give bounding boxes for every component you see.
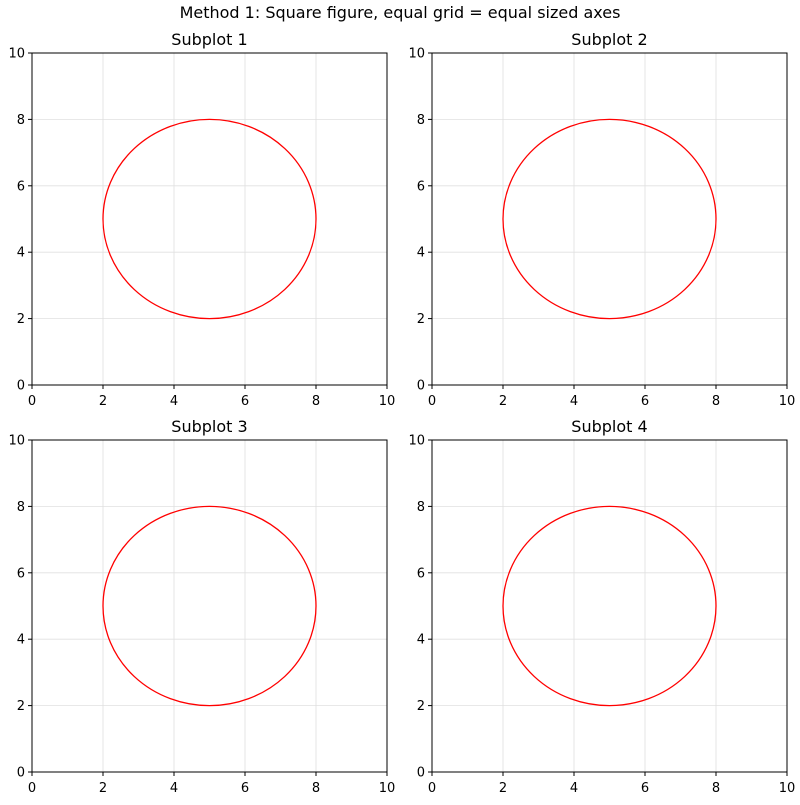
subplot-2-y-tick-label: 4 [417, 246, 425, 261]
subplot-1-y-tick-label: 10 [8, 47, 25, 62]
subplot-1-x-tick-label: 6 [241, 394, 249, 409]
subplot-3-y-tick-label: 4 [17, 633, 25, 648]
subplot-1-y-tick-label: 4 [17, 246, 25, 261]
subplot-3-axes-frame [31, 439, 388, 773]
subplot-3-y-tick-label: 0 [17, 766, 25, 781]
subplot-2-y-tick-label: 10 [408, 47, 425, 62]
subplot-1-x-tick-label: 2 [99, 394, 107, 409]
subplot-2-x-tick-label: 2 [499, 394, 507, 409]
subplot-4: 0 2 4 6 8 10 0 2 4 6 8 10 Subplot 4 [408, 417, 795, 796]
subplot-2-x-tick-label: 4 [570, 394, 578, 409]
subplot-2-y-tick-label: 6 [417, 179, 425, 194]
subplot-2-y-tick-label: 2 [417, 312, 425, 327]
subplot-2-title: Subplot 2 [571, 30, 647, 49]
subplot-4-x-tick-label: 6 [641, 781, 649, 796]
subplot-3: 0 2 4 6 8 10 0 2 4 6 8 10 Subplot 3 [8, 417, 395, 796]
subplot-1: 0 2 4 6 8 10 0 2 4 6 8 10 Subplot 1 [8, 30, 395, 409]
subplot-1-y-tick-label: 0 [17, 379, 25, 394]
subplot-3-x-tick-label: 10 [379, 781, 396, 796]
subplot-3-x-tick-label: 2 [99, 781, 107, 796]
subplot-1-background [32, 53, 387, 385]
subplot-3-x-tick-label: 8 [312, 781, 320, 796]
subplot-4-circle-line [502, 505, 717, 707]
subplot-3-circle-line [102, 505, 317, 707]
subplot-4-x-tick-label: 2 [499, 781, 507, 796]
subplot-2-x-tick-label: 0 [428, 394, 436, 409]
subplot-4-y-tick-label: 10 [408, 434, 425, 449]
subplot-1-x-tick-label: 8 [312, 394, 320, 409]
subplot-2-axes-frame [431, 52, 788, 386]
subplot-1-title: Subplot 1 [171, 30, 247, 49]
subplot-2-circle-line [502, 118, 717, 320]
subplot-1-x-tick-label: 4 [170, 394, 178, 409]
subplot-1-axes-frame [31, 52, 388, 386]
subplot-3-y-tick-label: 10 [8, 434, 25, 449]
subplot-1-y-tick-label: 6 [17, 179, 25, 194]
subplot-2-x-tick-label: 8 [712, 394, 720, 409]
subplot-4-y-tick-label: 2 [417, 699, 425, 714]
subplot-3-x-tick-label: 0 [28, 781, 36, 796]
subplots: 0 2 4 6 8 10 0 2 4 6 8 10 Subplot 1 0 2 4 6 8 10 0 2 4 6 8 10 Sub… [8, 30, 795, 796]
subplot-1-x-tick-label: 10 [379, 394, 396, 409]
subplot-4-background [432, 440, 787, 772]
subplot-3-y-tick-label: 6 [17, 566, 25, 581]
subplot-3-title: Subplot 3 [171, 417, 247, 436]
subplot-2-background [432, 53, 787, 385]
subplot-4-x-tick-label: 0 [428, 781, 436, 796]
subplot-1-y-tick-label: 2 [17, 312, 25, 327]
subplot-3-y-tick-label: 8 [17, 500, 25, 515]
subplot-3-x-tick-label: 6 [241, 781, 249, 796]
subplot-1-x-tick-label: 0 [28, 394, 36, 409]
subplot-4-y-tick-label: 0 [417, 766, 425, 781]
subplot-2-y-tick-label: 8 [417, 113, 425, 128]
subplot-3-x-tick-label: 4 [170, 781, 178, 796]
subplot-1-y-tick-label: 8 [17, 113, 25, 128]
subplot-2-x-tick-label: 10 [779, 394, 796, 409]
subplot-4-title: Subplot 4 [571, 417, 647, 436]
subplot-2-x-tick-label: 6 [641, 394, 649, 409]
subplot-4-y-tick-label: 6 [417, 566, 425, 581]
subplot-4-axes-frame [431, 439, 788, 773]
subplot-1-circle-line [102, 118, 317, 320]
subplot-2-y-tick-label: 0 [417, 379, 425, 394]
subplot-3-y-tick-label: 2 [17, 699, 25, 714]
subplot-4-x-tick-label: 8 [712, 781, 720, 796]
subplot-3-background [32, 440, 387, 772]
subplot-4-y-tick-label: 4 [417, 633, 425, 648]
figure-suptitle: Method 1: Square figure, equal grid = eq… [180, 3, 621, 22]
subplot-4-x-tick-label: 4 [570, 781, 578, 796]
subplot-4-x-tick-label: 10 [779, 781, 796, 796]
subplot-2: 0 2 4 6 8 10 0 2 4 6 8 10 Subplot 2 [408, 30, 795, 409]
subplot-4-y-tick-label: 8 [417, 500, 425, 515]
